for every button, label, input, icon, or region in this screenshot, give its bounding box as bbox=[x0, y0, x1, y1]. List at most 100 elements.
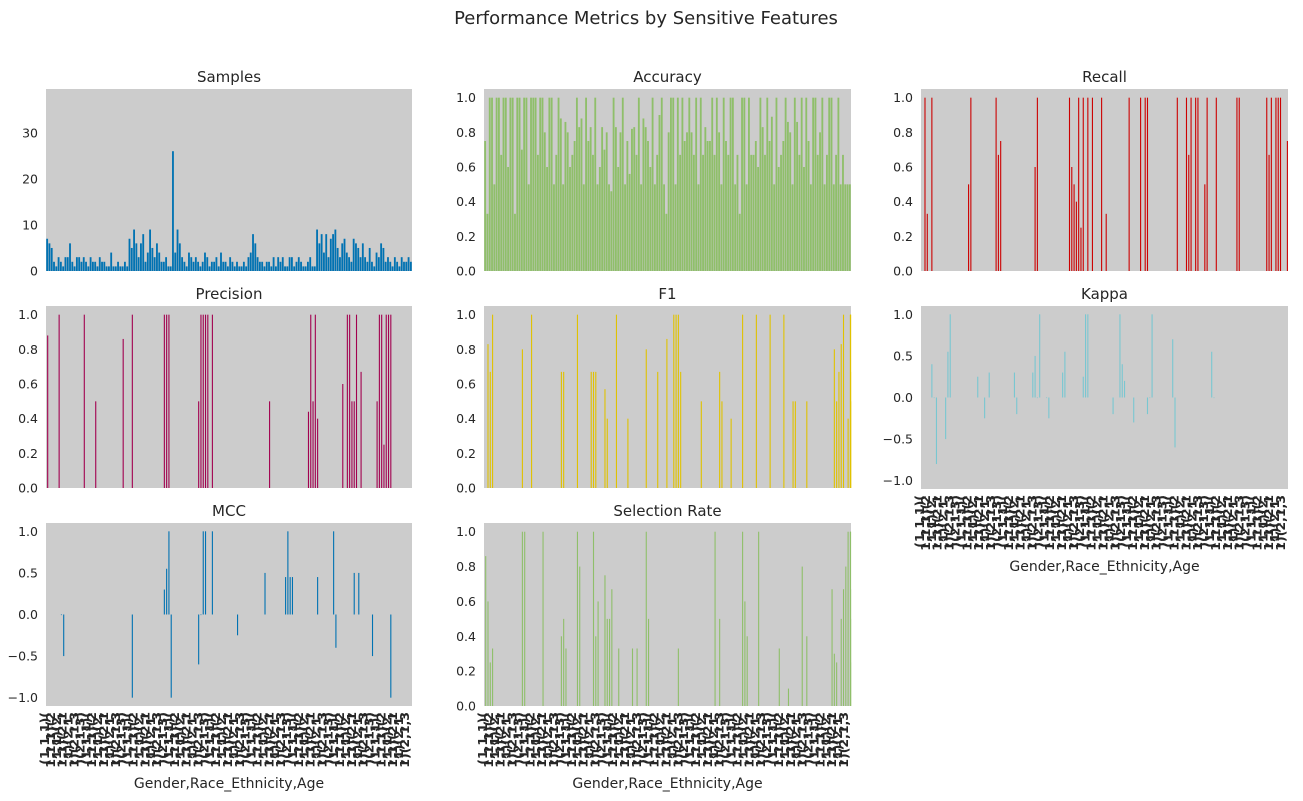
x-tick-label: ,1)(2,1, bbox=[706, 712, 721, 764]
x-tick-label: 1,1)(2,1 bbox=[220, 712, 235, 768]
x-tick-label: ,1,1)(2, bbox=[528, 712, 543, 764]
bar bbox=[339, 257, 341, 271]
bar bbox=[1087, 314, 1089, 398]
subplot-f1: F1 0.0 0.2 0.4 0.6 0.8 1.0 bbox=[456, 285, 852, 496]
subplot-grid: Samples 0 10 20 30 Accuracy 0.0 0.2 0.4 0.6 0.8 1.0… bbox=[8, 68, 1288, 792]
y-tick-label: 0.5 bbox=[893, 348, 913, 363]
bar bbox=[500, 154, 503, 271]
bar bbox=[764, 154, 766, 271]
bar bbox=[146, 252, 149, 271]
bar bbox=[745, 184, 748, 271]
x-tick-label: (1,1,1)( bbox=[37, 712, 52, 765]
x-tick-label: )(2,1,3) bbox=[1072, 495, 1087, 548]
x-tick-label: ,1,1)(2, bbox=[255, 712, 270, 764]
bar bbox=[1036, 397, 1038, 399]
bar bbox=[210, 261, 213, 271]
subplot-recall: Recall 0.0 0.2 0.4 0.6 0.8 1.0 bbox=[893, 68, 1288, 279]
y-tick-label: 0.4 bbox=[456, 411, 476, 426]
bar bbox=[821, 97, 824, 272]
bar bbox=[624, 184, 626, 271]
bar bbox=[555, 154, 558, 271]
bar bbox=[635, 154, 638, 271]
bar bbox=[1151, 314, 1153, 398]
bar bbox=[777, 167, 780, 271]
bar bbox=[368, 247, 371, 271]
bar bbox=[133, 229, 135, 271]
x-tick-label: ,1,1)(2, bbox=[735, 712, 750, 764]
x-tick-label: ,1,1)(2, bbox=[297, 712, 312, 764]
axes-background bbox=[484, 306, 851, 488]
bar bbox=[373, 266, 376, 271]
bar bbox=[741, 97, 743, 272]
bar bbox=[945, 397, 947, 440]
bar bbox=[573, 141, 576, 271]
x-tick-label: 1)(2,1,3 bbox=[1232, 495, 1247, 551]
x-tick-label: )(2,1,3) bbox=[155, 712, 170, 765]
bar bbox=[977, 376, 979, 398]
bar bbox=[543, 132, 546, 271]
bar bbox=[995, 97, 997, 272]
bar bbox=[149, 229, 151, 271]
bar bbox=[400, 257, 403, 271]
y-tick-label: 0.2 bbox=[456, 664, 476, 679]
x-tick-label: ,1,1)(2, bbox=[1007, 495, 1022, 547]
bar bbox=[495, 97, 498, 272]
bar bbox=[351, 401, 353, 488]
x-tick-label: (1,1,1)( bbox=[724, 712, 739, 765]
x-tick-label: 1,1)(2,1 bbox=[971, 495, 986, 551]
bar bbox=[237, 614, 239, 636]
x-tick-label: 1)(2,1,3 bbox=[1107, 495, 1122, 551]
x-tick-label: 1,1)(2,1 bbox=[741, 712, 756, 768]
y-tick-label: 0.0 bbox=[456, 481, 476, 496]
y-tick-label: 0.0 bbox=[893, 390, 913, 405]
bar bbox=[794, 401, 796, 488]
bar bbox=[55, 266, 58, 271]
axes-background bbox=[484, 89, 851, 271]
bar bbox=[688, 97, 691, 272]
axes-background bbox=[46, 89, 412, 271]
x-tick-label: 1,1,1)(2 bbox=[1042, 495, 1057, 551]
bar bbox=[381, 314, 383, 488]
x-tick-label: 1,1,1)(2 bbox=[1166, 495, 1181, 551]
bar bbox=[507, 167, 510, 271]
bar bbox=[353, 401, 355, 488]
bar bbox=[796, 121, 799, 271]
bar bbox=[700, 401, 702, 488]
bar bbox=[349, 314, 351, 488]
subplot-samples: Samples 0 10 20 30 bbox=[22, 68, 412, 279]
x-tick-label: ,1,1)(2, bbox=[379, 712, 394, 764]
bar bbox=[297, 257, 300, 271]
bar bbox=[525, 97, 528, 272]
bar bbox=[142, 234, 145, 271]
bar bbox=[704, 127, 707, 271]
x-tick-label: )(2,1,3) bbox=[1030, 495, 1045, 548]
bar bbox=[833, 653, 835, 706]
bar bbox=[261, 261, 264, 271]
x-tick-label: 1)(2,1,3 bbox=[753, 712, 768, 768]
bar bbox=[124, 261, 126, 271]
bar bbox=[619, 132, 622, 271]
bar bbox=[85, 261, 87, 271]
x-tick-label: 1,1,1)(2 bbox=[918, 495, 933, 551]
x-tick-label: 1,1,1)(2 bbox=[729, 712, 744, 768]
y-tick-label: 0 bbox=[30, 264, 38, 279]
bar bbox=[398, 266, 401, 271]
bar bbox=[1133, 397, 1135, 423]
bar bbox=[657, 371, 659, 488]
bar bbox=[1048, 397, 1050, 419]
bar bbox=[385, 314, 387, 488]
x-tick-label: (1,1,1)( bbox=[995, 495, 1010, 548]
x-tick-label: 1,1)(2,1 bbox=[576, 712, 591, 768]
x-tick-label: 1,1,1)(2 bbox=[249, 712, 264, 768]
x-tick-label: 1,1,1)(2 bbox=[812, 712, 827, 768]
bar bbox=[263, 266, 266, 271]
x-tick-label: 1,1,1)(2 bbox=[959, 495, 974, 551]
y-tick-label: 1.0 bbox=[456, 524, 476, 539]
bar bbox=[318, 243, 321, 271]
bar bbox=[188, 252, 190, 271]
bar bbox=[536, 154, 539, 271]
x-tick-label: )(2,1,3) bbox=[238, 712, 253, 765]
bar bbox=[825, 154, 828, 271]
bar bbox=[47, 335, 49, 488]
